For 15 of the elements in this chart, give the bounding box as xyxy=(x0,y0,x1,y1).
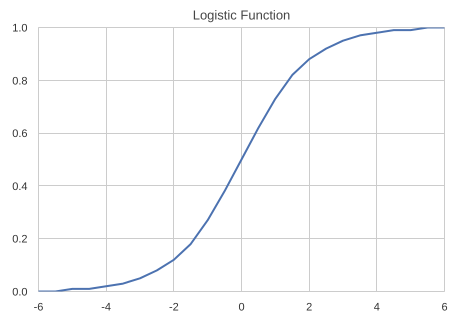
x-tick-label: 2 xyxy=(306,302,312,314)
y-tick-label: 0.0 xyxy=(12,286,28,298)
x-tick-label: 0 xyxy=(238,302,245,314)
y-tick-label: 0.6 xyxy=(12,128,28,140)
line-series xyxy=(38,28,444,292)
y-tick-label: 0.4 xyxy=(12,180,28,193)
y-tick-label: 1.0 xyxy=(12,22,28,34)
x-tick-label: -2 xyxy=(168,302,179,314)
x-tick-label: 6 xyxy=(441,302,448,314)
chart-title: Logistic Function xyxy=(192,8,290,22)
y-tick-label: 0.2 xyxy=(12,234,28,246)
x-tick-label: -6 xyxy=(34,302,44,314)
x-tick-label: -4 xyxy=(101,302,112,314)
y-tick-label: 0.8 xyxy=(12,75,28,88)
x-tick-label: 4 xyxy=(374,302,380,314)
